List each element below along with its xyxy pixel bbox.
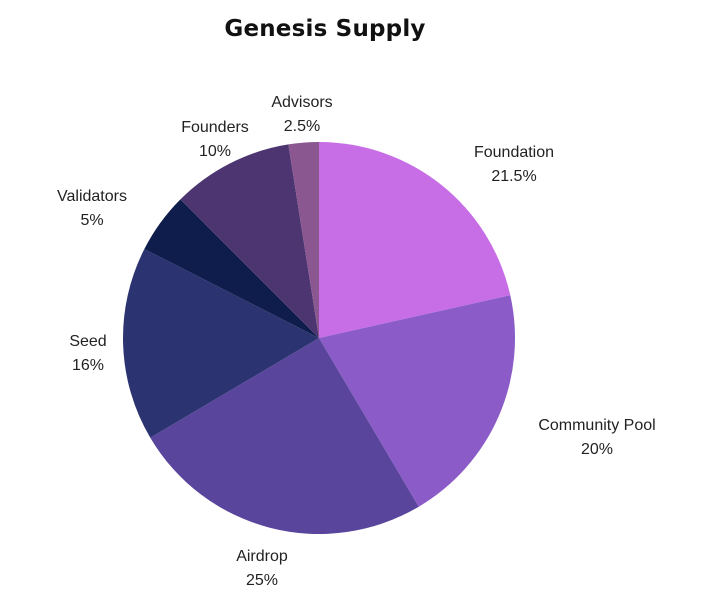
slice-label: Airdrop xyxy=(236,548,288,565)
slice-label: Founders xyxy=(181,119,249,136)
chart-title: Genesis Supply xyxy=(224,16,426,42)
pie-slice-founders xyxy=(180,144,319,338)
slice-percent-label: 16% xyxy=(72,357,104,374)
slice-label: Community Pool xyxy=(538,417,655,434)
slice-label: Advisors xyxy=(271,94,332,111)
pie-slice-advisors xyxy=(288,142,319,338)
slice-percent-label: 2.5% xyxy=(284,118,320,135)
slice-label: Foundation xyxy=(474,144,554,161)
pie-slice-seed xyxy=(122,249,319,438)
slice-percent-label: 20% xyxy=(581,441,613,458)
pie-slice-airdrop xyxy=(150,338,419,535)
pie-slices xyxy=(122,142,516,535)
pie-slice-validators xyxy=(144,199,319,338)
slice-labels: Foundation 21.5% Community Pool 20% Airdrop 2… xyxy=(57,94,656,589)
pie-slice-community-pool xyxy=(319,295,516,507)
slice-percent-label: 5% xyxy=(80,212,103,229)
slice-percent-label: 10% xyxy=(199,143,231,160)
slice-percent-label: 25% xyxy=(246,572,278,589)
pie-slice-foundation xyxy=(319,142,511,338)
slice-label: Validators xyxy=(57,188,127,205)
slice-label: Seed xyxy=(69,333,106,350)
slice-percent-label: 21.5% xyxy=(491,168,536,185)
